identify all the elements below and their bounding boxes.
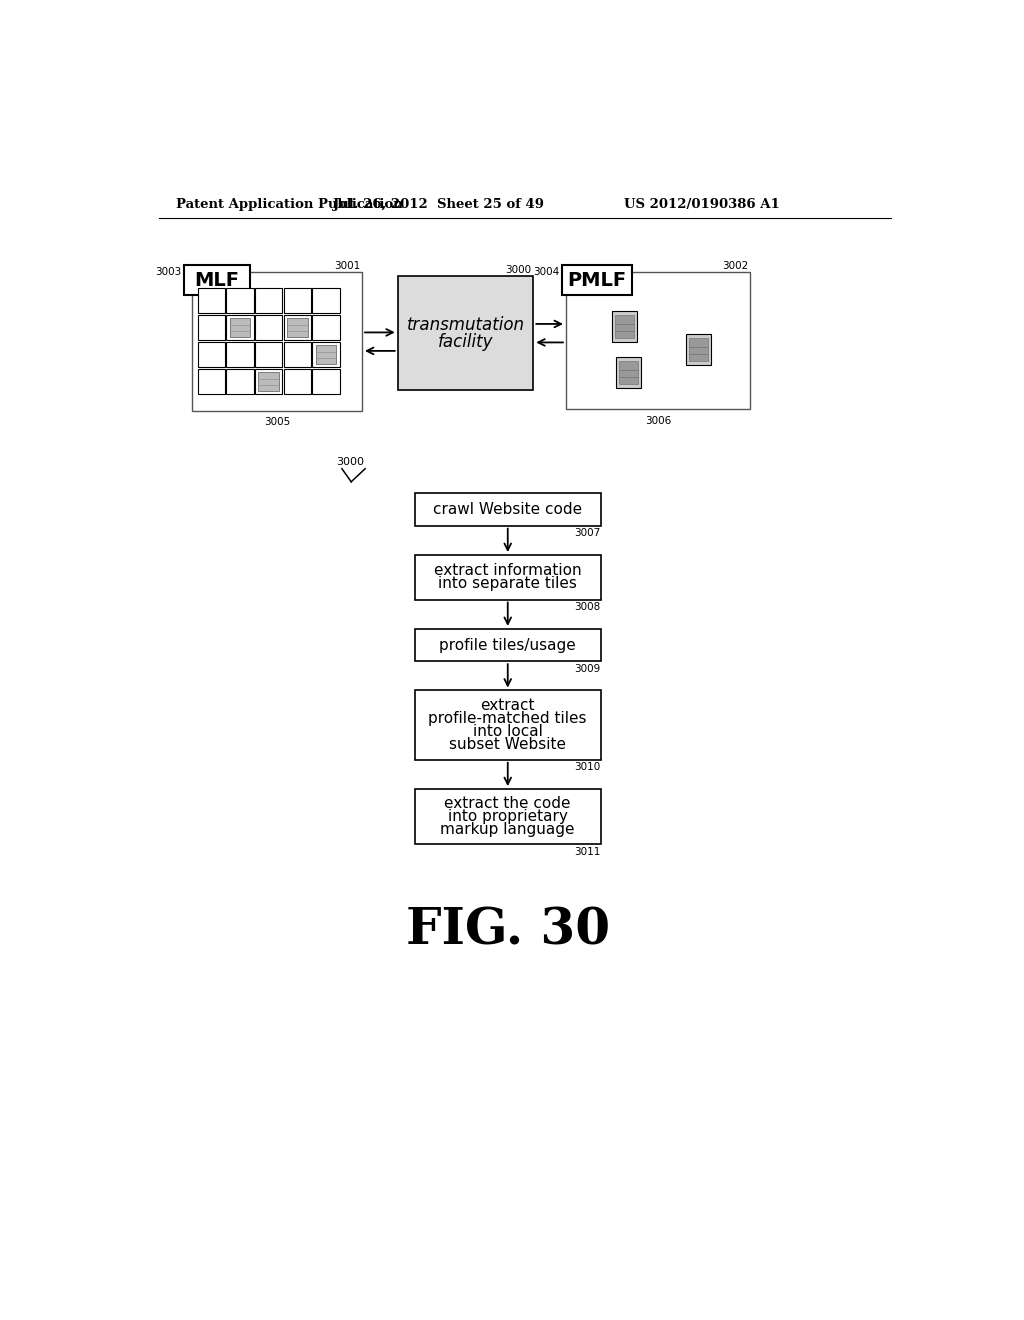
Text: 3011: 3011 (574, 847, 601, 857)
Bar (566, 272, 751, 409)
Bar (255, 288, 283, 313)
Text: Patent Application Publication: Patent Application Publication (176, 198, 402, 211)
Text: subset Website: subset Website (450, 738, 566, 752)
Text: extract: extract (480, 698, 535, 713)
Text: US 2012/0190386 A1: US 2012/0190386 A1 (624, 198, 779, 211)
Bar (312, 342, 340, 367)
Bar (229, 318, 251, 337)
Bar (284, 288, 311, 313)
Text: MLF: MLF (195, 271, 240, 289)
Text: 3005: 3005 (263, 417, 290, 428)
Text: 3007: 3007 (574, 528, 601, 539)
Text: profile tiles/usage: profile tiles/usage (439, 638, 577, 652)
Bar (615, 314, 634, 338)
Bar (284, 314, 311, 341)
Text: 3003: 3003 (156, 267, 181, 277)
Text: Jul. 26, 2012  Sheet 25 of 49: Jul. 26, 2012 Sheet 25 of 49 (333, 198, 544, 211)
Text: transmutation: transmutation (407, 317, 524, 334)
Text: into local: into local (473, 725, 543, 739)
Bar (255, 342, 283, 367)
Text: markup language: markup language (440, 822, 575, 837)
Text: profile-matched tiles: profile-matched tiles (428, 711, 587, 726)
Bar (226, 368, 254, 395)
Bar (616, 358, 641, 388)
Bar (689, 338, 708, 360)
Bar (198, 288, 225, 313)
Bar (312, 368, 340, 395)
Bar (415, 789, 601, 845)
Bar (258, 372, 280, 391)
Text: extract information: extract information (434, 564, 582, 578)
Bar (415, 690, 601, 760)
Text: extract the code: extract the code (444, 796, 571, 812)
Bar (226, 342, 254, 367)
Text: 3002: 3002 (723, 261, 749, 271)
Bar (686, 334, 711, 364)
Bar (198, 314, 225, 341)
Bar (287, 318, 308, 337)
Bar (562, 264, 632, 296)
Bar (315, 345, 337, 364)
Bar (312, 288, 340, 313)
Bar (226, 288, 254, 313)
Bar (255, 314, 283, 341)
Text: into separate tiles: into separate tiles (438, 577, 578, 591)
Text: 3006: 3006 (645, 416, 671, 425)
Bar (415, 494, 601, 525)
Text: PMLF: PMLF (567, 271, 627, 289)
Bar (415, 628, 601, 661)
Bar (183, 264, 250, 296)
Bar (255, 368, 283, 395)
Bar (284, 368, 311, 395)
Bar (284, 342, 311, 367)
Bar (397, 276, 534, 391)
Text: 3004: 3004 (534, 267, 560, 277)
Bar (191, 272, 362, 411)
Bar (198, 368, 225, 395)
Text: FIG. 30: FIG. 30 (406, 906, 610, 956)
Text: 3001: 3001 (334, 261, 360, 271)
Bar (198, 342, 225, 367)
Bar (612, 312, 637, 342)
Text: 3008: 3008 (574, 602, 601, 612)
Bar (226, 314, 254, 341)
Text: 3009: 3009 (574, 664, 601, 673)
Text: crawl Website code: crawl Website code (433, 502, 583, 517)
Bar (415, 554, 601, 599)
Text: facility: facility (438, 334, 494, 351)
Bar (312, 314, 340, 341)
Bar (620, 360, 638, 384)
Text: 3000: 3000 (336, 457, 364, 467)
Text: 3000: 3000 (505, 265, 531, 275)
Text: 3010: 3010 (574, 762, 601, 772)
Text: into proprietary: into proprietary (447, 809, 567, 824)
